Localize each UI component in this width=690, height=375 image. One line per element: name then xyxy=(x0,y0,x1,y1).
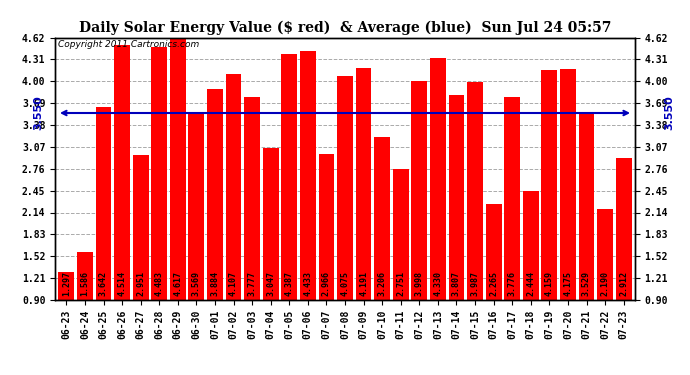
Text: 3.550: 3.550 xyxy=(664,96,675,130)
Bar xyxy=(244,97,260,300)
Text: 3.807: 3.807 xyxy=(452,272,461,297)
Bar xyxy=(188,112,204,300)
Text: 1.297: 1.297 xyxy=(62,272,71,297)
Text: 3.206: 3.206 xyxy=(377,272,386,297)
Bar xyxy=(411,81,427,300)
Text: 3.776: 3.776 xyxy=(508,272,517,297)
Bar xyxy=(523,191,539,300)
Text: 3.777: 3.777 xyxy=(248,272,257,297)
Text: 1.586: 1.586 xyxy=(81,272,90,297)
Text: 4.617: 4.617 xyxy=(173,272,182,297)
Text: 2.265: 2.265 xyxy=(489,272,498,297)
Text: 3.884: 3.884 xyxy=(210,272,219,297)
Text: 2.751: 2.751 xyxy=(396,272,405,297)
Bar xyxy=(430,58,446,300)
Bar xyxy=(263,148,279,300)
Bar xyxy=(207,89,223,300)
Bar xyxy=(374,137,390,300)
Bar xyxy=(151,47,167,300)
Text: 2.951: 2.951 xyxy=(136,272,145,297)
Bar xyxy=(486,204,502,300)
Bar xyxy=(337,76,353,300)
Bar xyxy=(597,209,613,300)
Text: 3.529: 3.529 xyxy=(582,272,591,297)
Bar xyxy=(170,38,186,300)
Text: 3.998: 3.998 xyxy=(415,272,424,297)
Text: 3.987: 3.987 xyxy=(471,272,480,297)
Text: 3.569: 3.569 xyxy=(192,272,201,297)
Bar xyxy=(579,114,594,300)
Text: 4.483: 4.483 xyxy=(155,272,164,297)
Bar xyxy=(615,158,631,300)
Bar xyxy=(542,70,558,300)
Text: 2.966: 2.966 xyxy=(322,272,331,297)
Text: 4.330: 4.330 xyxy=(433,272,442,297)
Text: 4.387: 4.387 xyxy=(285,272,294,297)
Text: 4.107: 4.107 xyxy=(229,272,238,297)
Bar xyxy=(319,154,335,300)
Text: 4.159: 4.159 xyxy=(545,272,554,297)
Bar xyxy=(448,95,464,300)
Bar xyxy=(504,97,520,300)
Bar xyxy=(393,170,408,300)
Text: 4.191: 4.191 xyxy=(359,272,368,297)
Text: 4.075: 4.075 xyxy=(340,272,350,297)
Bar xyxy=(59,272,75,300)
Text: 2.444: 2.444 xyxy=(526,272,535,297)
Bar xyxy=(300,51,316,300)
Bar xyxy=(560,69,576,300)
Text: 4.433: 4.433 xyxy=(304,272,313,297)
Bar xyxy=(282,54,297,300)
Text: 3.550: 3.550 xyxy=(34,96,43,130)
Bar xyxy=(114,45,130,300)
Bar xyxy=(226,74,241,300)
Bar xyxy=(355,68,371,300)
Bar xyxy=(132,155,148,300)
Bar xyxy=(96,106,111,300)
Bar xyxy=(467,82,483,300)
Bar xyxy=(77,252,93,300)
Text: Copyright 2011 Cartronics.com: Copyright 2011 Cartronics.com xyxy=(58,40,199,49)
Title: Daily Solar Energy Value ($ red)  & Average (blue)  Sun Jul 24 05:57: Daily Solar Energy Value ($ red) & Avera… xyxy=(79,21,611,35)
Text: 4.514: 4.514 xyxy=(117,272,126,297)
Text: 2.912: 2.912 xyxy=(619,272,628,297)
Text: 4.175: 4.175 xyxy=(564,272,573,297)
Text: 3.642: 3.642 xyxy=(99,272,108,297)
Text: 2.190: 2.190 xyxy=(600,272,609,297)
Text: 3.047: 3.047 xyxy=(266,272,275,297)
